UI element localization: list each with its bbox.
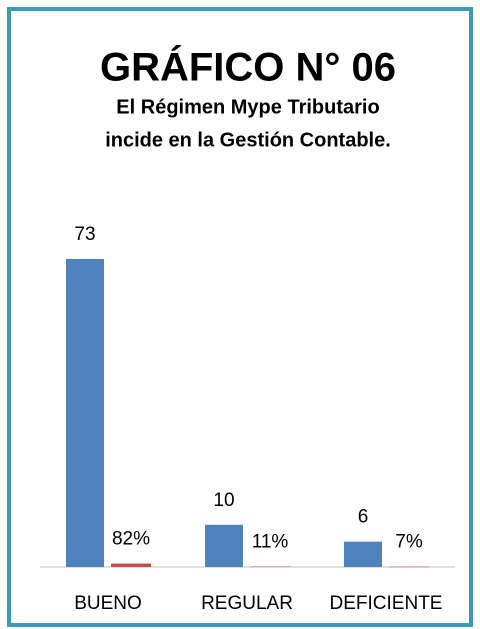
bar bbox=[111, 563, 151, 567]
data-label: 73 bbox=[74, 224, 95, 245]
bar bbox=[389, 566, 429, 568]
x-tick-label: DEFICIENTE bbox=[330, 593, 443, 614]
data-label: 82% bbox=[112, 529, 150, 550]
x-tick-label: BUENO bbox=[74, 593, 142, 614]
data-label: 6 bbox=[358, 507, 369, 528]
data-label: 7% bbox=[395, 532, 423, 553]
x-tick-label: REGULAR bbox=[201, 593, 293, 614]
bar bbox=[66, 258, 104, 567]
bar bbox=[250, 566, 290, 568]
data-label: 11% bbox=[252, 532, 289, 553]
chart-subtitle: incide en la Gestión Contable. bbox=[105, 129, 391, 151]
chart-subtitle: El Régimen Mype Tributario bbox=[116, 96, 379, 118]
bar bbox=[205, 524, 243, 567]
bar bbox=[344, 541, 382, 567]
chart-title: GRÁFICO N° 06 bbox=[100, 45, 396, 90]
data-label: 10 bbox=[213, 490, 234, 511]
